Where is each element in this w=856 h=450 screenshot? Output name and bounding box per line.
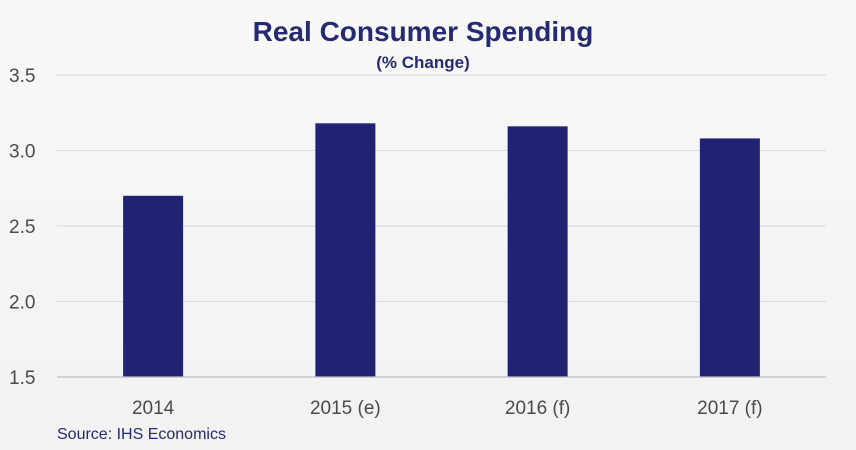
x-category-label: 2015 (e): [310, 398, 381, 419]
chart-title: Real Consumer Spending: [253, 16, 594, 47]
bar-2017: [699, 138, 760, 377]
y-tick-label: 2.5: [9, 217, 35, 238]
x-category-label: 2014: [132, 398, 175, 419]
x-axis-category-labels: 2014 2015 (e) 2016 (f) 2017 (f): [132, 398, 763, 419]
bar-2016: [507, 126, 568, 377]
y-tick-label: 3.5: [9, 66, 35, 87]
y-tick-label: 1.5: [9, 368, 35, 389]
grid-lines: [57, 74, 826, 302]
x-category-label: 2017 (f): [697, 398, 762, 419]
y-axis-tick-labels: 1.5 2.0 2.5 3.0 3.5: [9, 66, 35, 389]
bar-2014: [123, 195, 184, 377]
bars: [123, 123, 760, 377]
y-tick-label: 3.0: [9, 142, 35, 163]
y-tick-label: 2.0: [9, 293, 35, 314]
bar-2015: [315, 123, 376, 377]
x-category-label: 2016 (f): [505, 398, 570, 419]
source-note: Source: IHS Economics: [57, 426, 226, 443]
chart-subtitle: (% Change): [376, 53, 470, 72]
